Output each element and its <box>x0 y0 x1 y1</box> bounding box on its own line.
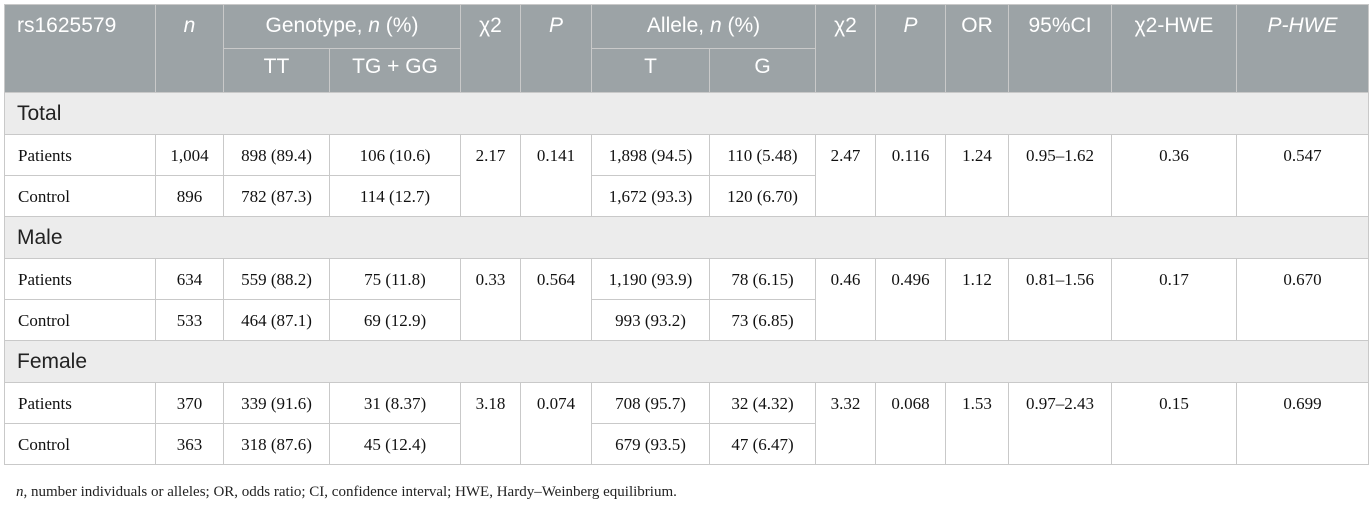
table-wrapper: rs1625579 n Genotype, n (%) χ2 P Allele,… <box>3 4 1370 465</box>
table-footnote: n, number individuals or alleles; OR, od… <box>16 484 677 501</box>
cell-t: 1,672 (93.3) <box>591 175 711 217</box>
cell-ci: 0.81–1.56 <box>1008 258 1113 341</box>
header-chi2-allele: χ2 <box>815 4 877 93</box>
genotype-allele-table: rs1625579 n Genotype, n (%) χ2 P Allele,… <box>3 4 1370 465</box>
cell-p-allele: 0.496 <box>875 258 947 341</box>
cell-chi2-genotype: 2.17 <box>460 134 522 217</box>
cell-tt: 339 (91.6) <box>223 382 330 424</box>
row-label: Patients <box>4 258 156 300</box>
table-row: Control 896 782 (87.3) 114 (12.7) 1,672 … <box>4 175 1369 217</box>
cell-g: 120 (6.70) <box>709 175 817 217</box>
header-t: T <box>591 48 711 93</box>
cell-t: 679 (93.5) <box>591 423 711 465</box>
cell-chi2-hwe: 0.36 <box>1111 134 1238 217</box>
table-row: Patients 370 339 (91.6) 31 (8.37) 3.18 0… <box>4 382 1370 465</box>
cell-ci: 0.95–1.62 <box>1008 134 1113 217</box>
cell-g: 47 (6.47) <box>709 423 817 465</box>
cell-tt: 318 (87.6) <box>223 423 330 465</box>
cell-g: 110 (5.48) <box>709 134 817 176</box>
row-label: Patients <box>4 382 156 424</box>
cell-chi2-genotype: 3.18 <box>460 382 522 465</box>
cell-t: 993 (93.2) <box>591 299 711 341</box>
cell-n: 370 <box>155 382 224 424</box>
cell-g: 78 (6.15) <box>709 258 817 300</box>
cell-chi2-hwe: 0.15 <box>1111 382 1238 465</box>
cell-g: 73 (6.85) <box>709 299 817 341</box>
cell-ci: 0.97–2.43 <box>1008 382 1113 465</box>
header-ci: 95%CI <box>1008 4 1113 93</box>
cell-t: 708 (95.7) <box>591 382 711 424</box>
cell-chi2-hwe: 0.17 <box>1111 258 1238 341</box>
cell-or: 1.53 <box>945 382 1010 465</box>
cell-n: 634 <box>155 258 224 300</box>
table-row: Patients 1,004 898 (89.4) 106 (10.6) 2.1… <box>4 134 1370 217</box>
cell-t: 1,898 (94.5) <box>591 134 711 176</box>
header-g: G <box>709 48 817 93</box>
header-chi2-hwe: χ2-HWE <box>1111 4 1238 93</box>
cell-chi2-genotype: 0.33 <box>460 258 522 341</box>
cell-tg-gg: 69 (12.9) <box>328 299 462 341</box>
cell-n: 363 <box>155 423 224 465</box>
row-label: Control <box>4 423 156 465</box>
header-genotype: Genotype, n (%) <box>222 4 462 49</box>
row-label: Patients <box>4 134 156 176</box>
cell-t: 1,190 (93.9) <box>591 258 711 300</box>
header-chi2-genotype: χ2 <box>460 4 522 93</box>
section-title-total: Total <box>3 92 1370 135</box>
footnote-text: , number individuals or alleles; OR, odd… <box>23 484 677 500</box>
header-tt: TT <box>223 48 330 93</box>
cell-p-hwe: 0.699 <box>1236 382 1370 465</box>
header-allele: Allele, n (%) <box>591 4 817 49</box>
cell-tg-gg: 45 (12.4) <box>328 423 462 465</box>
header-n: n <box>155 4 224 93</box>
cell-tt: 898 (89.4) <box>223 134 330 176</box>
cell-tt: 559 (88.2) <box>223 258 330 300</box>
cell-n: 896 <box>155 175 224 217</box>
cell-tg-gg: 106 (10.6) <box>328 134 462 176</box>
header-p-allele: P <box>875 4 947 93</box>
row-label: Control <box>4 299 156 341</box>
header-tg-gg: TG + GG <box>328 48 462 93</box>
cell-tt: 782 (87.3) <box>223 175 330 217</box>
row-label: Control <box>4 175 156 217</box>
cell-p-allele: 0.068 <box>875 382 947 465</box>
cell-tg-gg: 114 (12.7) <box>328 175 462 217</box>
table-row: Control 363 318 (87.6) 45 (12.4) 679 (93… <box>4 423 1369 465</box>
cell-chi2-allele: 2.47 <box>815 134 877 217</box>
cell-p-hwe: 0.670 <box>1236 258 1370 341</box>
cell-n: 533 <box>155 299 224 341</box>
cell-tg-gg: 31 (8.37) <box>328 382 462 424</box>
cell-p-genotype: 0.564 <box>520 258 593 341</box>
section-title-female: Female <box>3 340 1370 383</box>
table-row: Patients 634 559 (88.2) 75 (11.8) 0.33 0… <box>4 258 1370 341</box>
footnote-n: n <box>16 484 24 500</box>
header-or: OR <box>945 4 1010 93</box>
cell-chi2-allele: 3.32 <box>815 382 877 465</box>
cell-n: 1,004 <box>155 134 224 176</box>
cell-p-hwe: 0.547 <box>1236 134 1370 217</box>
table-body: Total Patients 1,004 898 (89.4) 106 (10.… <box>3 92 1370 465</box>
cell-p-genotype: 0.074 <box>520 382 593 465</box>
cell-tg-gg: 75 (11.8) <box>328 258 462 300</box>
cell-or: 1.12 <box>945 258 1010 341</box>
section-title-male: Male <box>3 216 1370 259</box>
table-row: Control 533 464 (87.1) 69 (12.9) 993 (93… <box>4 299 1369 341</box>
cell-tt: 464 (87.1) <box>223 299 330 341</box>
cell-p-genotype: 0.141 <box>520 134 593 217</box>
header-snp: rs1625579 <box>4 4 156 93</box>
cell-p-allele: 0.116 <box>875 134 947 217</box>
header-p-genotype: P <box>520 4 593 93</box>
cell-g: 32 (4.32) <box>709 382 817 424</box>
cell-or: 1.24 <box>945 134 1010 217</box>
table-header: rs1625579 n Genotype, n (%) χ2 P Allele,… <box>4 4 1370 93</box>
header-p-hwe: P-HWE <box>1236 4 1370 93</box>
cell-chi2-allele: 0.46 <box>815 258 877 341</box>
